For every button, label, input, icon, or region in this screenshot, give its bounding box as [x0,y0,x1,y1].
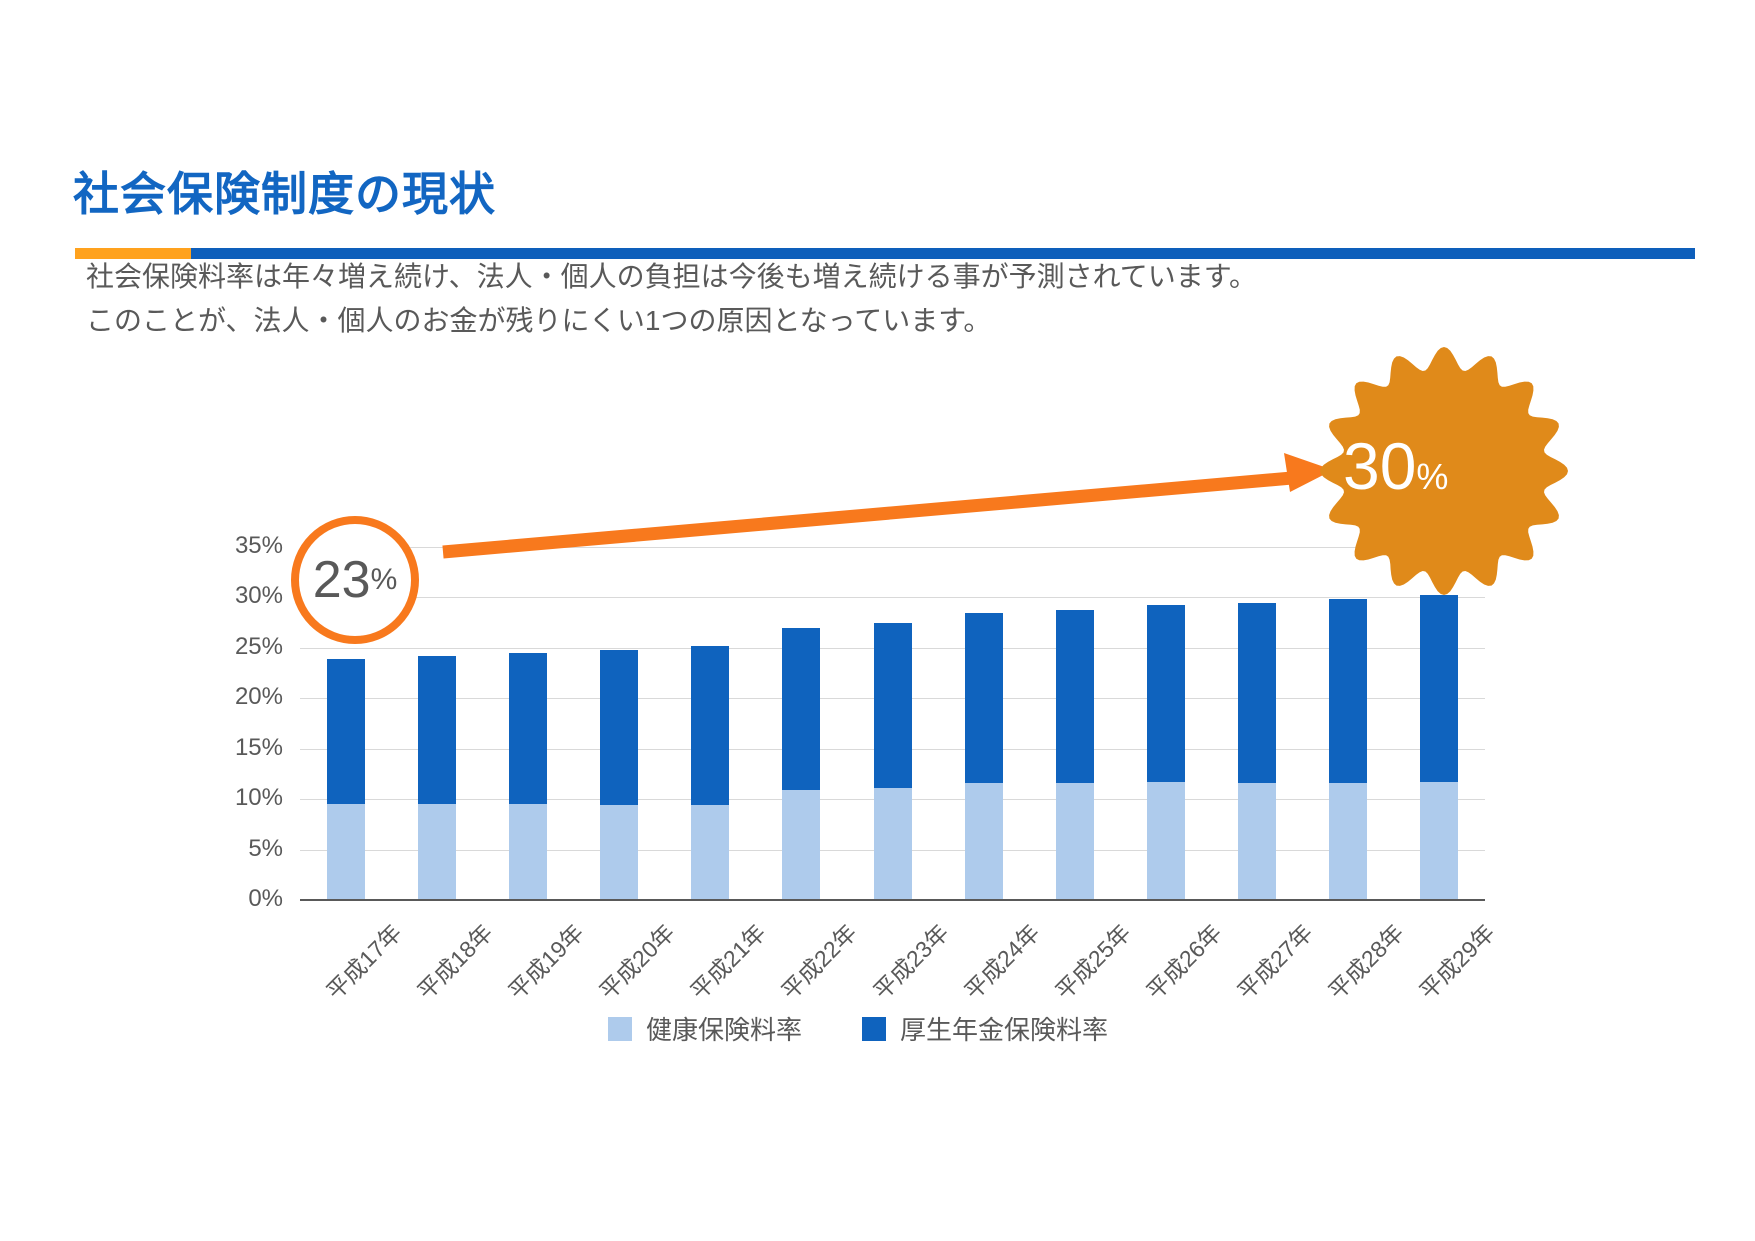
gridline [300,547,1485,548]
bar-segment-pension [600,649,639,806]
end-rate-unit: % [1416,456,1449,497]
legend-item-health: 健康保険料率 [608,1010,802,1047]
bar-segment-health [1055,783,1094,900]
bar-segment-health [782,790,821,900]
bar-segment-pension [1329,599,1368,783]
bar-segment-pension [691,645,730,806]
gridline [300,597,1485,599]
x-axis-line [300,899,1485,901]
bar-segment-pension [1420,595,1459,782]
bar-segment-pension [1055,609,1094,783]
y-axis-tick-label: 25% [234,632,283,660]
title-underline-blue [191,248,1695,259]
bar-segment-pension [873,622,912,789]
bar-segment-health [326,804,365,900]
bar-segment-pension [417,655,456,805]
bar-segment-pension [1146,605,1185,782]
start-rate-circle: 23% [291,516,419,644]
intro-line-2: このことが、法人・個人のお金が残りにくい1つの原因となっています。 [86,305,992,336]
bar-segment-health [873,788,912,900]
legend-label-pension: 厚生年金保険料率 [900,1015,1109,1045]
title-underline-orange [75,248,191,259]
legend-swatch-health [608,1016,632,1041]
y-axis-tick-label: 10% [234,784,283,812]
end-rate-label: 30% [1343,428,1543,504]
bar-segment-health [508,804,547,900]
y-axis-tick-label: 5% [248,834,283,862]
bar-segment-health [691,805,730,900]
bar-segment-pension [964,612,1003,783]
chart-legend: 健康保険料率 厚生年金保険料率 [608,1010,1108,1047]
bar-segment-health [600,805,639,900]
legend-label-health: 健康保険料率 [646,1015,803,1045]
intro-text: 社会保険料率は年々増え続け、法人・個人の負担は今後も増え続ける事が予測されていま… [86,255,1257,343]
legend-item-pension: 厚生年金保険料率 [862,1010,1108,1047]
bar-segment-health [1420,781,1459,900]
y-axis-tick-label: 30% [234,582,283,610]
y-axis-tick-label: 35% [234,532,283,559]
end-rate-value: 30 [1343,429,1417,503]
legend-swatch-pension [862,1016,887,1041]
y-axis-tick-label: 20% [234,683,283,711]
bar-segment-health [964,783,1003,900]
y-axis-tick-label: 0% [248,885,283,912]
bar-segment-health [1329,783,1368,900]
bar-segment-pension [782,627,821,791]
intro-line-1: 社会保険料率は年々増え続け、法人・個人の負担は今後も増え続ける事が予測されていま… [86,261,1257,292]
bar-segment-health [1146,781,1185,900]
bar-segment-pension [326,658,365,805]
bar-segment-pension [1238,603,1277,783]
y-axis-tick-label: 15% [234,733,283,761]
bar-segment-pension [508,652,547,805]
start-rate-value: 23 [312,551,371,609]
bar-segment-health [1238,783,1277,900]
start-rate-unit: % [370,563,398,596]
bar-segment-health [417,804,456,900]
page-title: 社会保険制度の現状 [73,168,496,220]
